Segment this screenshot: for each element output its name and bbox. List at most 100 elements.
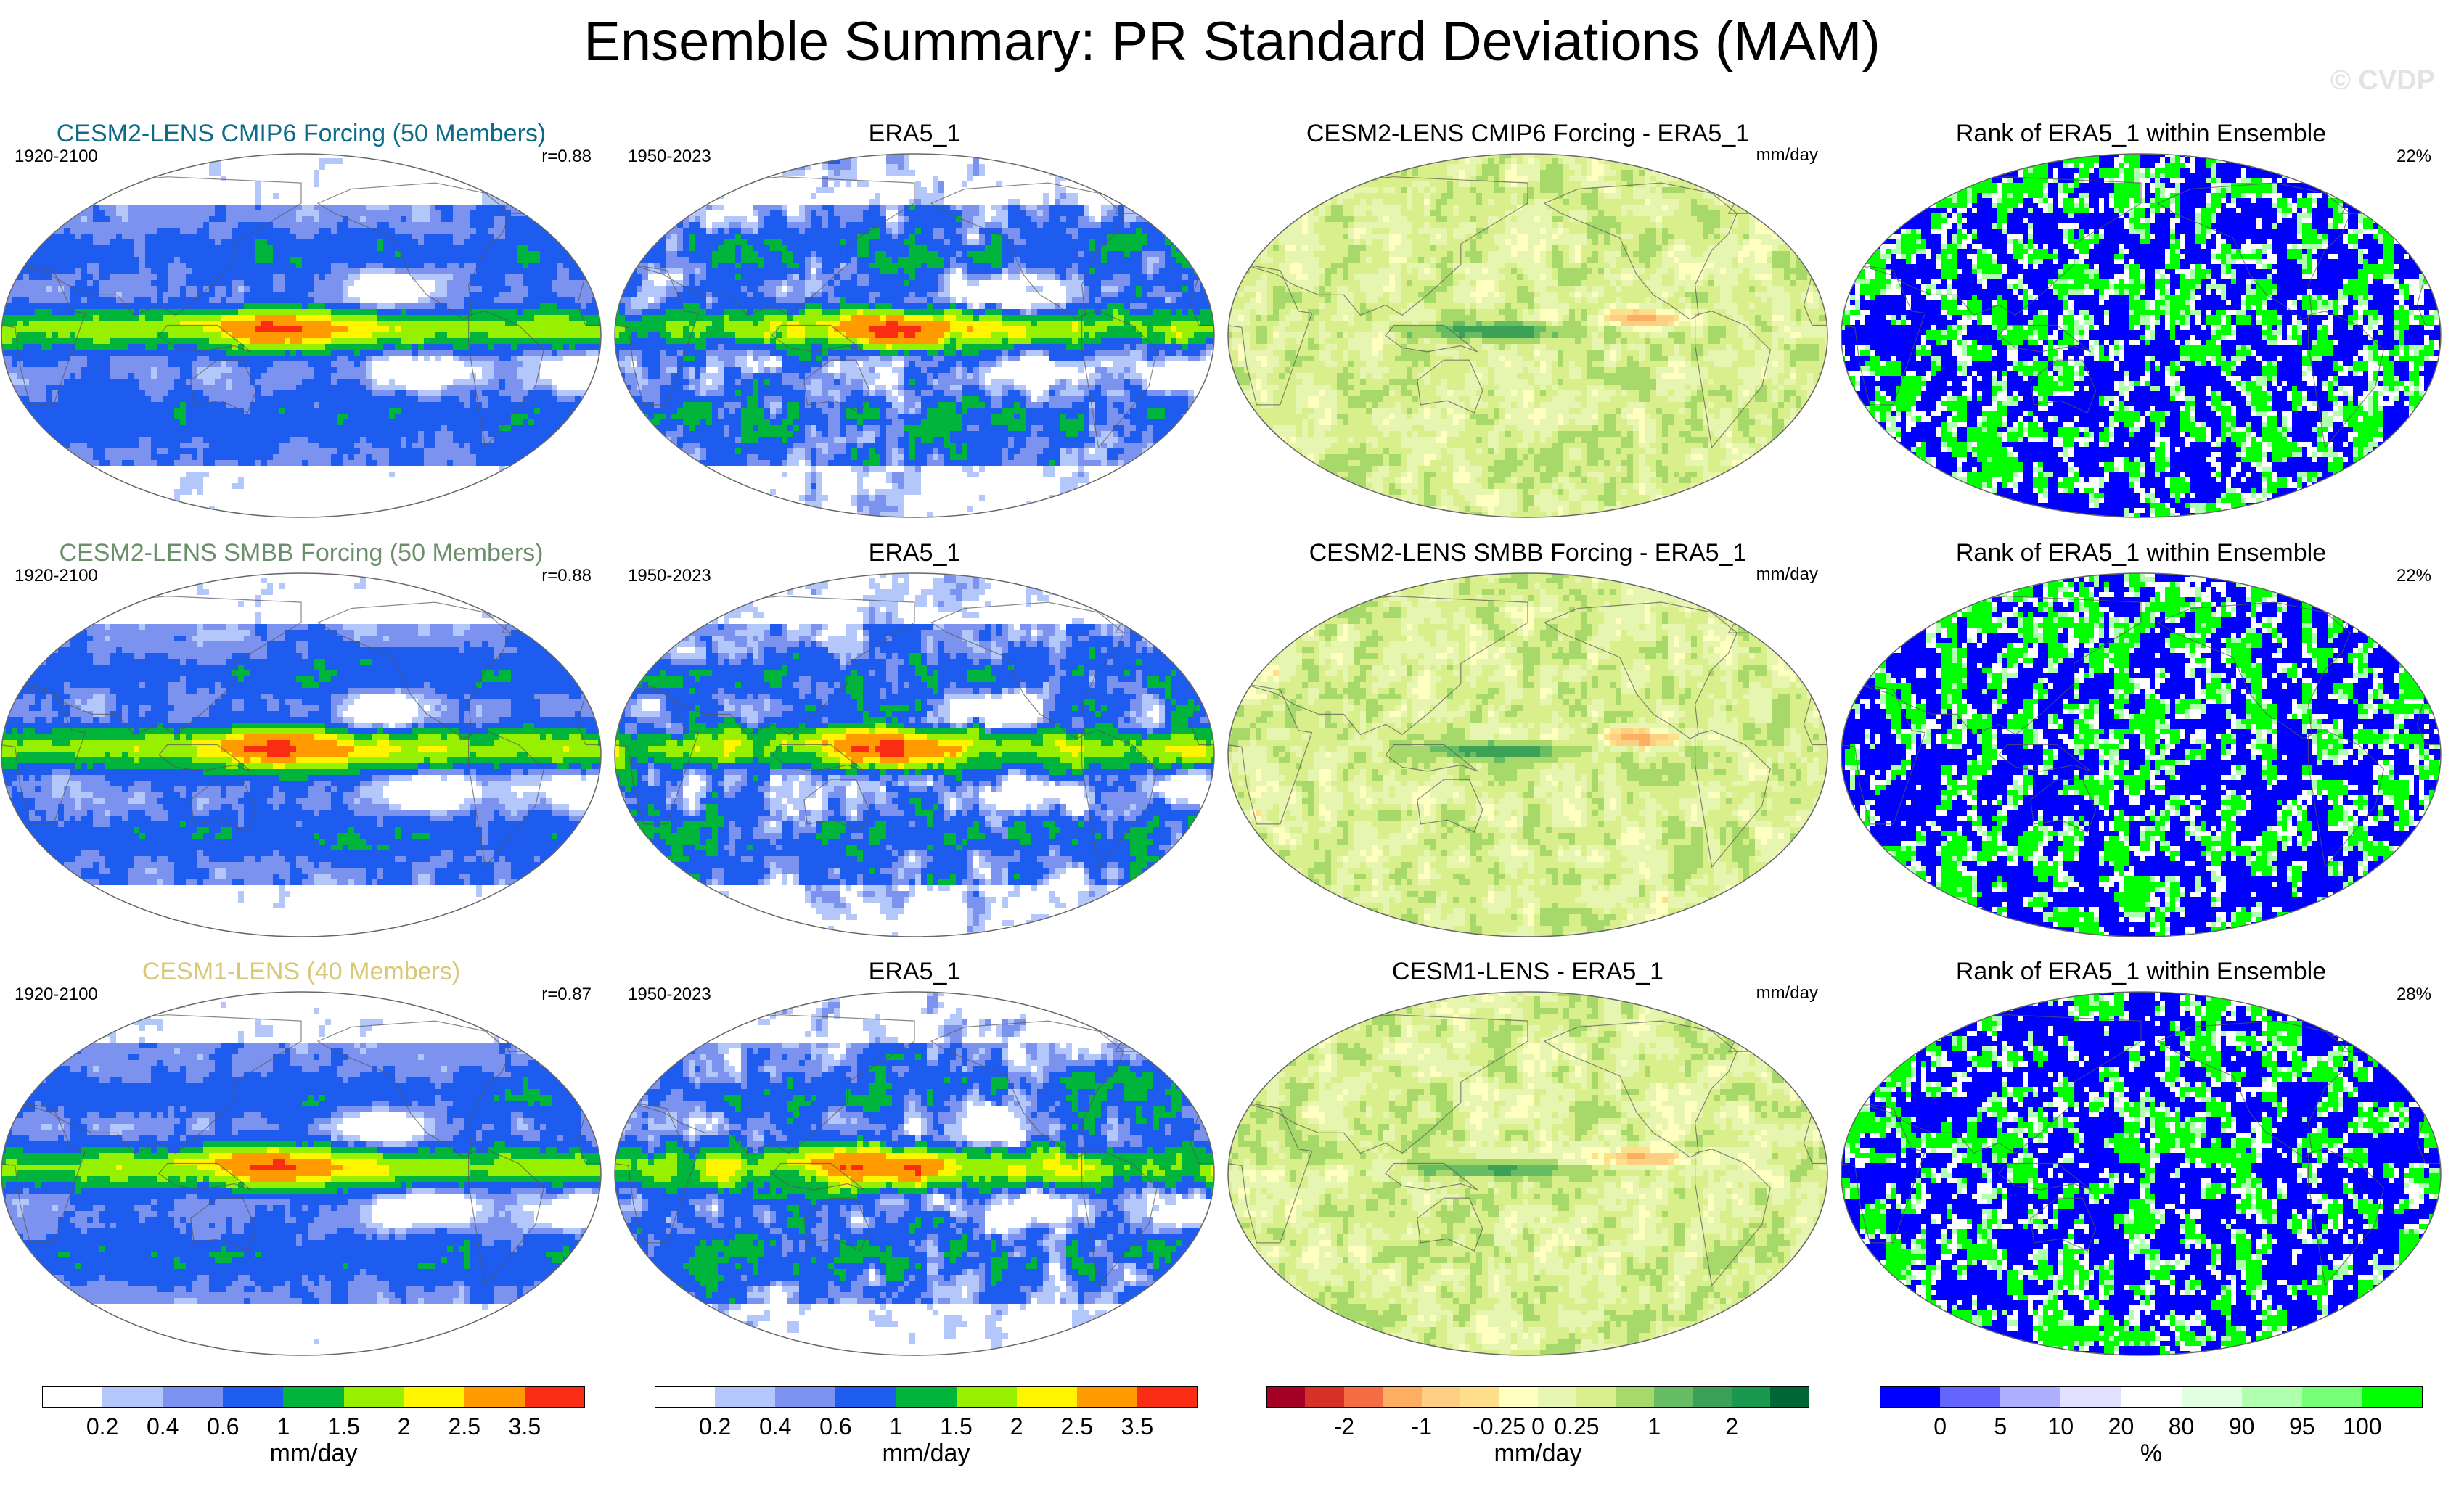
colorbar-tick-label: 1 xyxy=(277,1413,290,1440)
colorbar-tick-label: 90 xyxy=(2229,1413,2255,1440)
colorbar-swatch xyxy=(1615,1386,1655,1408)
colorbar-swatch xyxy=(1693,1386,1732,1408)
colorbar-swatch xyxy=(2241,1386,2302,1408)
colorbar-swatch xyxy=(655,1386,716,1408)
map-field xyxy=(1228,573,1827,937)
obs-map xyxy=(614,991,1215,1356)
rank-percent: 22% xyxy=(2397,147,2431,167)
map-field xyxy=(1228,992,1827,1355)
colorbar-tick-label: 1 xyxy=(890,1413,903,1440)
model-map xyxy=(1,153,602,518)
colorbar-swatch xyxy=(102,1386,163,1408)
period-label: 1950-2023 xyxy=(628,985,711,1005)
rank-percent: 28% xyxy=(2397,985,2431,1005)
colorbar-swatch xyxy=(524,1386,585,1408)
period-label: 1950-2023 xyxy=(628,566,711,586)
colorbar-tick-label: 2.5 xyxy=(449,1413,480,1440)
diff-map xyxy=(1227,153,1828,518)
colorbar-tick-label: 1 xyxy=(1648,1413,1661,1440)
colorbar-unit: mm/day xyxy=(270,1439,358,1468)
colorbar-swatch xyxy=(1460,1386,1499,1408)
diff-map xyxy=(1227,991,1828,1356)
colorbar-tick-label: 3.5 xyxy=(1121,1413,1153,1440)
colorbar-swatch xyxy=(2121,1386,2182,1408)
map-field xyxy=(615,573,1214,937)
colorbar-tick-label: 10 xyxy=(2048,1413,2074,1440)
panel-title: CESM2-LENS SMBB Forcing - ERA5_1 xyxy=(1165,539,1891,567)
colorbar-tick-label: 2 xyxy=(398,1413,411,1440)
colorbar-tick-label: 0.2 xyxy=(699,1413,731,1440)
panel-title: Rank of ERA5_1 within Ensemble xyxy=(1778,120,2464,148)
period-label: 1920-2100 xyxy=(15,147,98,167)
colorbar-swatch xyxy=(775,1386,836,1408)
colorbar-swatch xyxy=(1076,1386,1137,1408)
unit-label: mm/day xyxy=(1756,564,1818,585)
colorbar-swatch xyxy=(835,1386,896,1408)
map-field xyxy=(1,154,601,517)
colorbar-obs-sd xyxy=(655,1386,1198,1408)
colorbar-swatch xyxy=(2060,1386,2121,1408)
panel-title: ERA5_1 xyxy=(552,958,1277,986)
obs-map xyxy=(614,153,1215,518)
map-field xyxy=(1841,992,2441,1355)
colorbar-swatch xyxy=(1016,1386,1077,1408)
colorbar-swatch xyxy=(464,1386,525,1408)
colorbar-unit: mm/day xyxy=(1494,1439,1582,1468)
map-field xyxy=(615,154,1214,517)
colorbar-swatch xyxy=(1266,1386,1306,1408)
model-map xyxy=(1,991,602,1356)
colorbar-swatch xyxy=(1576,1386,1616,1408)
colorbar-swatch xyxy=(715,1386,776,1408)
pattern-correlation: r=0.88 xyxy=(541,566,592,586)
colorbar-swatch xyxy=(1421,1386,1461,1408)
colorbar-swatch xyxy=(163,1386,224,1408)
colorbar-tick-label: 0.25 xyxy=(1554,1413,1599,1440)
colorbar-swatch xyxy=(1305,1386,1344,1408)
panel-title: CESM2-LENS SMBB Forcing (50 Members) xyxy=(0,539,664,567)
panel-title: CESM2-LENS CMIP6 Forcing (50 Members) xyxy=(0,120,664,148)
pattern-correlation: r=0.87 xyxy=(541,985,592,1005)
colorbar-swatch xyxy=(343,1386,404,1408)
colorbar-tick-label: 2 xyxy=(1010,1413,1023,1440)
colorbar-tick-label: 1.5 xyxy=(327,1413,359,1440)
panel-title: CESM2-LENS CMIP6 Forcing - ERA5_1 xyxy=(1165,120,1891,148)
map-field xyxy=(1,573,601,937)
pattern-correlation: r=0.88 xyxy=(541,147,592,167)
panel-title: CESM1-LENS - ERA5_1 xyxy=(1165,958,1891,986)
colorbar-swatch xyxy=(1880,1386,1941,1408)
period-label: 1920-2100 xyxy=(15,566,98,586)
colorbar-swatch xyxy=(1137,1386,1198,1408)
colorbar-swatch xyxy=(956,1386,1017,1408)
colorbar-tick-label: 5 xyxy=(1994,1413,2007,1440)
page-title: Ensemble Summary: PR Standard Deviations… xyxy=(0,10,2464,73)
colorbar-tick-label: 1.5 xyxy=(940,1413,972,1440)
panel-title: ERA5_1 xyxy=(552,539,1277,567)
colorbar-tick-label: 0.4 xyxy=(147,1413,179,1440)
map-field xyxy=(1,992,601,1355)
colorbar-swatch xyxy=(404,1386,464,1408)
rank-percent: 22% xyxy=(2397,566,2431,586)
colorbar-tick-label: 0.4 xyxy=(759,1413,791,1440)
colorbar-model-sd xyxy=(42,1386,585,1408)
panel-title: Rank of ERA5_1 within Ensemble xyxy=(1778,958,2464,986)
colorbar-tick-label: 0.2 xyxy=(86,1413,118,1440)
colorbar-tick-label: -2 xyxy=(1334,1413,1354,1440)
colorbar-tick-label: -0.25 xyxy=(1473,1413,1526,1440)
map-field xyxy=(1841,573,2441,937)
colorbar-swatch xyxy=(1343,1386,1383,1408)
rank-map xyxy=(1841,991,2442,1356)
colorbar-tick-label: 2 xyxy=(1725,1413,1738,1440)
colorbar-rank xyxy=(1880,1386,2423,1408)
colorbar-swatch xyxy=(1732,1386,1771,1408)
colorbar-swatch xyxy=(896,1386,957,1408)
colorbar-unit: mm/day xyxy=(883,1439,970,1468)
period-label: 1950-2023 xyxy=(628,147,711,167)
colorbar-tick-label: 80 xyxy=(2169,1413,2195,1440)
colorbar-tick-label: 3.5 xyxy=(509,1413,541,1440)
colorbar-swatch xyxy=(1654,1386,1693,1408)
unit-label: mm/day xyxy=(1756,983,1818,1003)
colorbar-tick-label: 0 xyxy=(1933,1413,1947,1440)
colorbar-tick-label: 0.6 xyxy=(819,1413,851,1440)
map-field xyxy=(1228,154,1827,517)
colorbar-swatch xyxy=(2181,1386,2242,1408)
